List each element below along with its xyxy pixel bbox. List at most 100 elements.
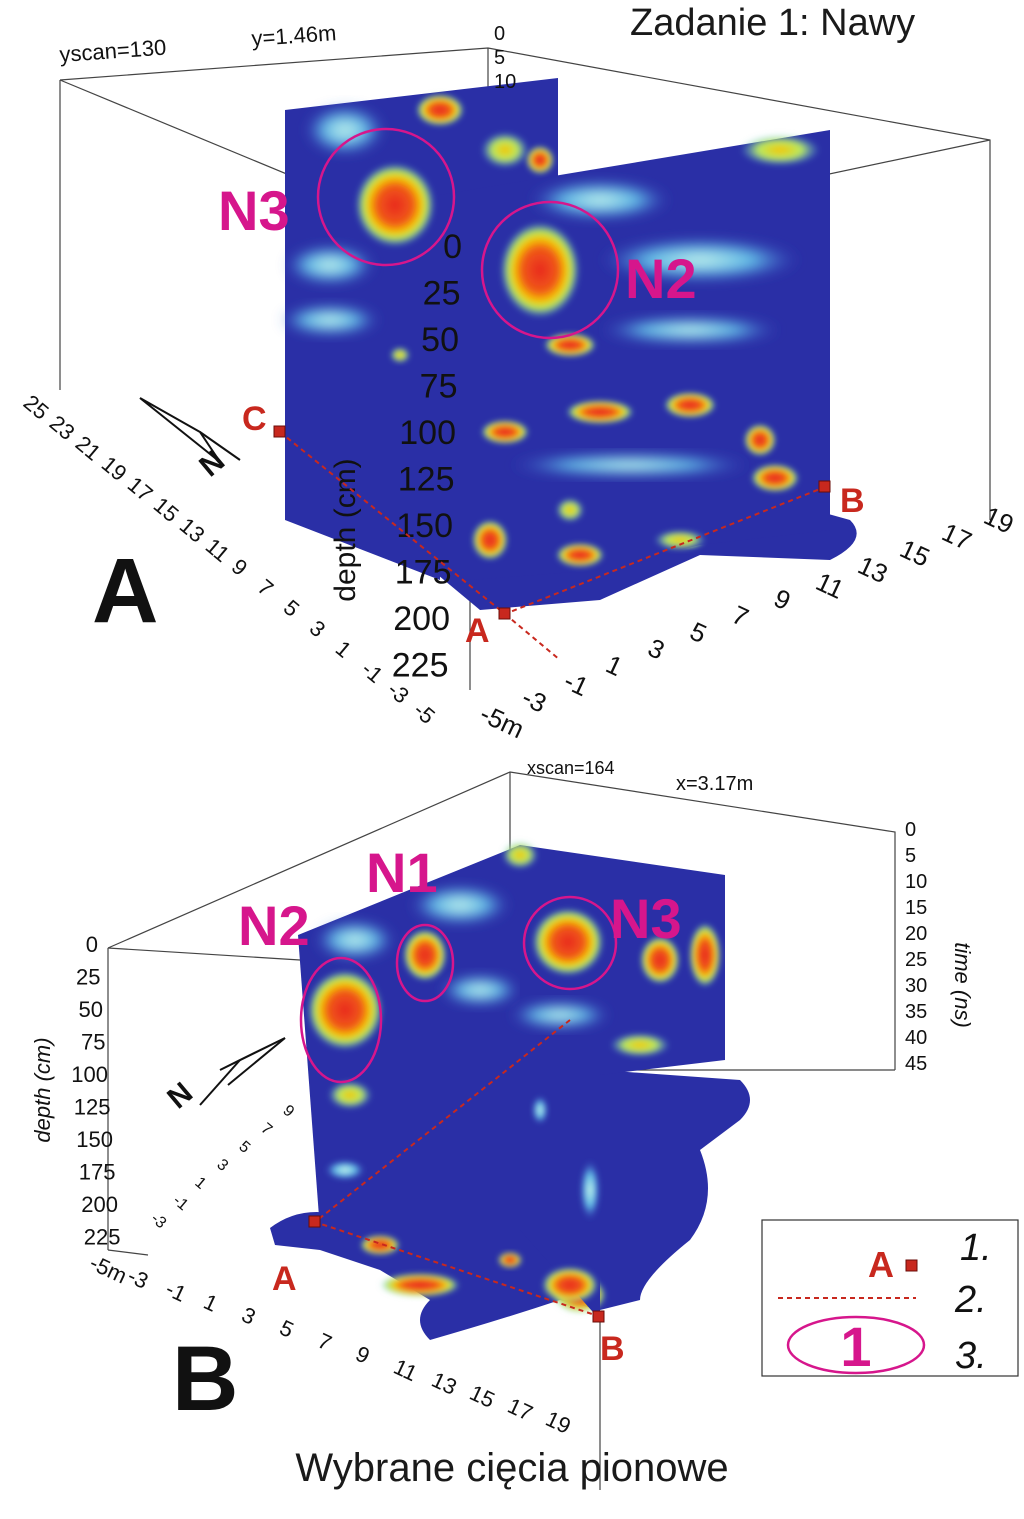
panel-b-depth-ticks: 0 25 50 75 100 125 150 175 200 225 xyxy=(71,932,120,1250)
legend-item-1: 1. xyxy=(960,1227,992,1269)
panel-a-time-tick-0: 0 xyxy=(494,23,505,45)
panel-a-x-tick-10: 15 xyxy=(895,533,934,572)
panel-b-right-slice xyxy=(475,838,725,1320)
panel-a-depth-tick-1: 25 xyxy=(423,275,461,313)
panel-a-marker-b xyxy=(818,480,831,493)
panel-b-time-tick-8: 40 xyxy=(905,1027,927,1049)
panel-a-x-tick-7: 9 xyxy=(769,583,795,616)
legend-item-3: 3. xyxy=(955,1335,987,1377)
panel-a-x-tick-4: 3 xyxy=(643,632,669,665)
panel-a-x-tick-6: 7 xyxy=(727,599,753,632)
panel-a-x-tick-11: 17 xyxy=(937,517,976,556)
panel-a-depth-tick-0: 0 xyxy=(443,228,462,266)
panel-a-scan-label: yscan=130 xyxy=(59,35,168,67)
panel-b-annotation-n2: N2 xyxy=(238,894,310,957)
panel-a-y-tick-5: 15 xyxy=(149,492,184,527)
panel-b-time-tick-7: 35 xyxy=(905,1001,927,1023)
panel-a-x-tick-3: 1 xyxy=(601,649,627,682)
panel-a-point-c: C xyxy=(242,400,267,438)
panel-b-x-tick-9: 13 xyxy=(428,1367,461,1400)
panel-a-x-tick-5: 5 xyxy=(685,616,711,649)
panel-a-label: A xyxy=(92,540,158,642)
panel-b-time-tick-1: 5 xyxy=(905,845,916,867)
panel-b-y-tick-4: 5 xyxy=(235,1138,253,1157)
panel-b-n2-oval xyxy=(299,956,383,1084)
legend-oval xyxy=(786,1315,926,1375)
panel-a-marker-c xyxy=(273,425,286,438)
panel-a-annotation-n2: N2 xyxy=(625,247,697,310)
panel-a-x-tick-2: -1 xyxy=(559,665,593,702)
panel-b-x-tick-12: 19 xyxy=(542,1406,575,1439)
panel-a-y-tick-13: -1 xyxy=(357,656,388,688)
panel-b-north-label: N xyxy=(161,1076,199,1115)
panel-b-depth-tick-2: 50 xyxy=(79,997,103,1022)
panel-b-depth-tick-6: 150 xyxy=(76,1127,113,1152)
panel-b-time-tick-6: 30 xyxy=(905,975,927,997)
panel-b-marker-b xyxy=(592,1310,605,1323)
panel-a-depth-tick-5: 125 xyxy=(398,461,455,499)
panel-a-x-tick-1: -3 xyxy=(517,682,551,719)
panel-a-x-tick-12: 19 xyxy=(979,500,1018,539)
panel-b-x-tick-6: 7 xyxy=(314,1328,336,1356)
panel-b-annotation-n1: N1 xyxy=(366,841,438,904)
panel-b-north-arrow-icon xyxy=(199,1037,286,1106)
panel-b-bounding-box xyxy=(107,771,896,1490)
panel-a-point-b: B xyxy=(840,482,865,520)
panel-b-position-label: x=3.17m xyxy=(676,773,753,795)
panel-b-y-tick-1: -1 xyxy=(169,1192,191,1214)
panel-b-point-a: A xyxy=(272,1260,297,1298)
panel-b-n3-oval xyxy=(522,895,618,991)
panel-a-time-tick-1: 5 xyxy=(494,47,505,69)
panel-b-depth-tick-7: 175 xyxy=(79,1160,116,1185)
panel-a-depth-tick-3: 75 xyxy=(420,368,458,406)
panel-a-y-tick-9: 7 xyxy=(253,574,278,601)
panel-b-depth-tick-0: 0 xyxy=(86,932,98,957)
panel-b-y-tick-2: 1 xyxy=(191,1174,209,1193)
panel-a-y-tick-10: 5 xyxy=(279,595,304,622)
panel-b-depth-tick-1: 25 xyxy=(76,965,100,990)
panel-b-annotation-n3: N3 xyxy=(610,887,682,950)
panel-b-y-tick-0: -3 xyxy=(147,1210,169,1232)
panel-b-time-tick-0: 0 xyxy=(905,819,916,841)
panel-a-x-tick-8: 11 xyxy=(811,566,848,605)
panel-a-y-tick-12: 1 xyxy=(331,636,356,663)
panel-a-depth-tick-7: 175 xyxy=(395,554,452,592)
panel-b-depth-tick-4: 100 xyxy=(71,1062,108,1087)
panel-a-position-label: y=1.46m xyxy=(251,20,338,51)
panel-a-y-tick-15: -5 xyxy=(409,697,440,729)
panel-b-x-tick-3: 1 xyxy=(200,1289,222,1317)
panel-b-depth-tick-8: 200 xyxy=(81,1192,118,1217)
panel-b-x-tick-5: 5 xyxy=(276,1315,298,1343)
panel-b-x-tick-2: -1 xyxy=(162,1276,190,1307)
panel-a-time-tick-2: 10 xyxy=(494,71,516,93)
panel-b-label: B xyxy=(172,1328,238,1430)
panel-a-n3-circle xyxy=(316,127,456,267)
panel-b-y-tick-6: 9 xyxy=(279,1102,297,1121)
panel-a-marker-a xyxy=(498,607,511,620)
figure-caption: Wybrane cięcia pionowe xyxy=(295,1446,729,1490)
panel-a-y-tick-2: 21 xyxy=(71,431,106,466)
panel-b-time-tick-4: 20 xyxy=(905,923,927,945)
panel-b-left-slice xyxy=(298,845,520,1230)
panel-b-time-axis-title: time (ns) xyxy=(950,942,975,1028)
panel-b-time-tick-2: 10 xyxy=(905,871,927,893)
panel-a-y-tick-11: 3 xyxy=(305,615,330,642)
legend-marker-square xyxy=(905,1259,918,1272)
panel-b-x-tick-10: 15 xyxy=(466,1380,499,1413)
panel-a-y-tick-7: 11 xyxy=(201,533,235,567)
panel-a-depth-axis-title: depth (cm) xyxy=(329,458,362,601)
panel-b-depth-axis-title: depth (cm) xyxy=(30,1037,55,1142)
panel-b-depth-tick-3: 75 xyxy=(81,1030,105,1055)
panel-a-depth-tick-9: 225 xyxy=(392,647,449,685)
panel-b-time-ticks: 0 5 10 15 20 25 30 35 40 45 xyxy=(905,819,927,1075)
panel-a-depth-tick-8: 200 xyxy=(393,600,450,638)
panel-a-y-tick-8: 9 xyxy=(227,554,252,581)
panel-a-x-tick-9: 13 xyxy=(853,550,892,589)
panel-a-n2-circle xyxy=(480,200,620,340)
panel-b-x-tick-11: 17 xyxy=(504,1393,537,1426)
panel-a-y-tick-6: 13 xyxy=(175,513,210,548)
panel-a-y-tick-0: 25 xyxy=(19,390,54,425)
panel-b-scan-label: xscan=164 xyxy=(527,758,615,778)
